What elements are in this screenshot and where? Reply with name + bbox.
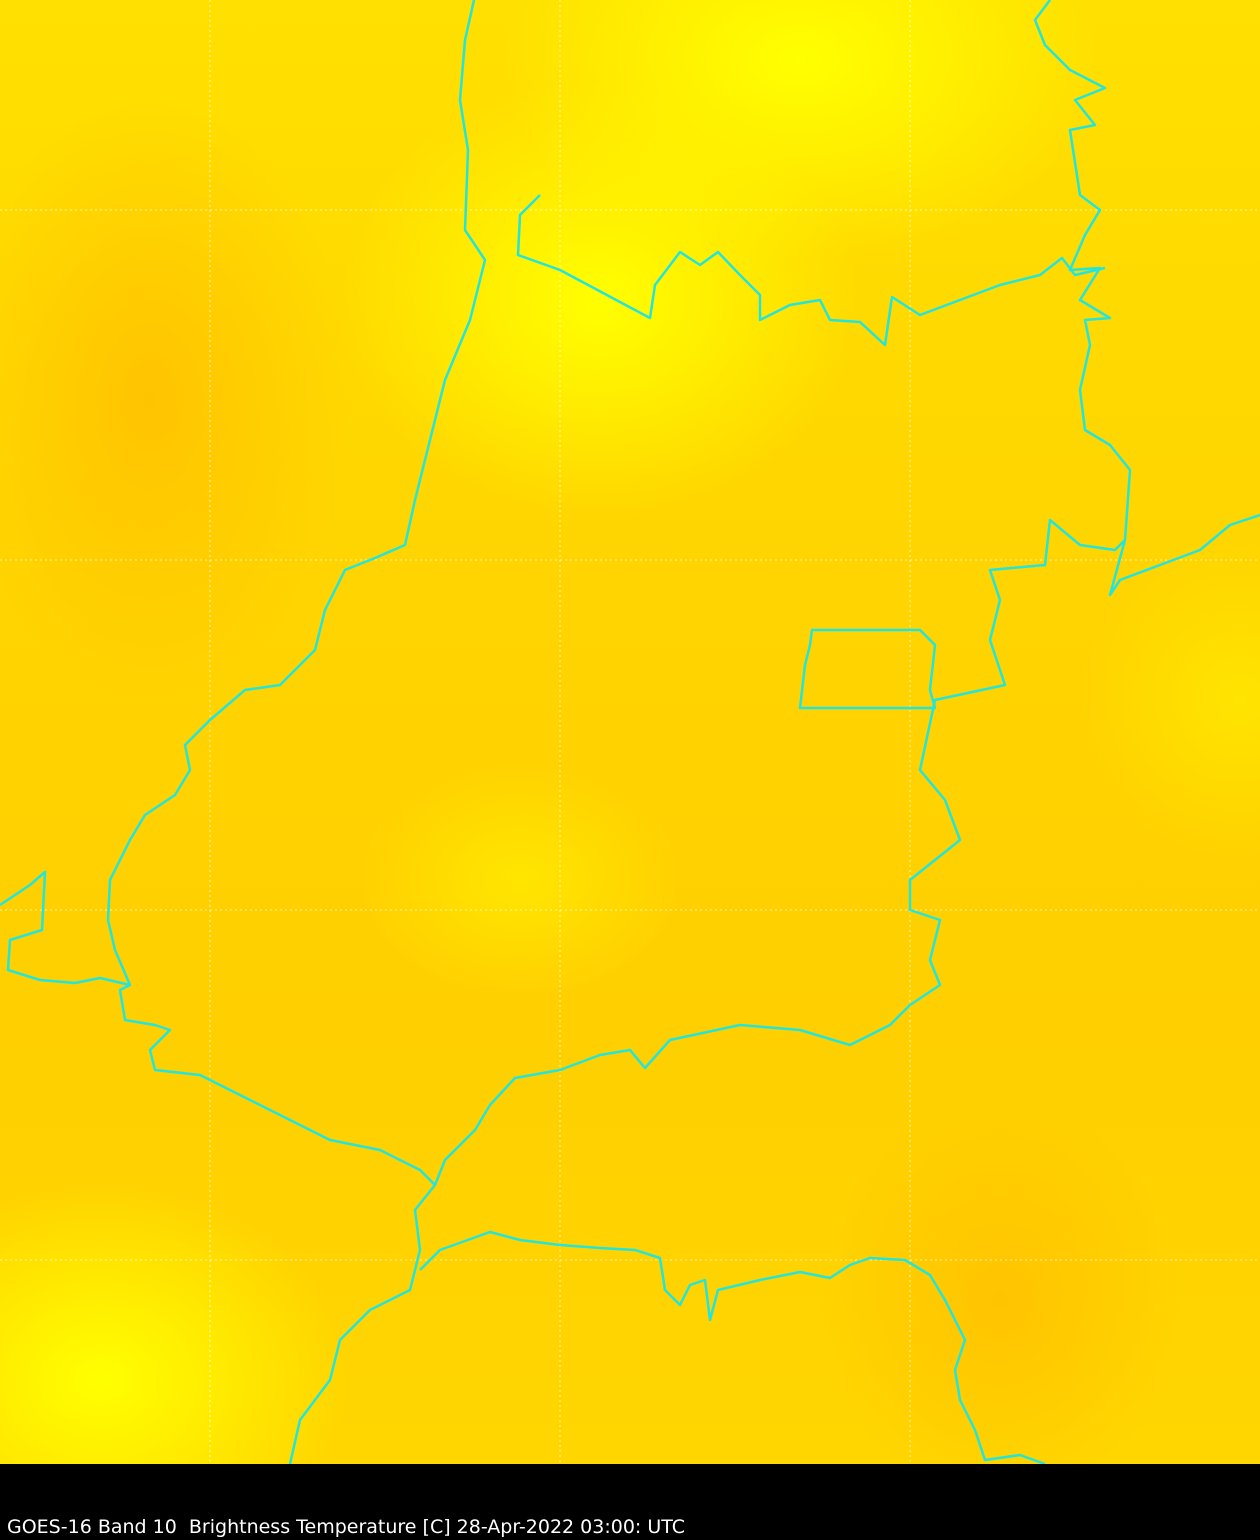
brightness-temperature-map xyxy=(0,0,1260,1464)
image-caption: GOES-16 Band 10 Brightness Temperature [… xyxy=(7,1516,686,1538)
border-line xyxy=(106,0,487,1464)
map-overlay xyxy=(0,0,1260,1464)
border-line xyxy=(516,194,1106,347)
border-line xyxy=(419,1230,1046,1464)
lat-lon-grid xyxy=(0,0,1260,1464)
state-borders xyxy=(0,0,1260,1464)
border-line xyxy=(433,0,1132,1186)
border-line xyxy=(0,870,131,987)
federal-district-border xyxy=(798,628,937,710)
border-line xyxy=(1108,513,1260,597)
